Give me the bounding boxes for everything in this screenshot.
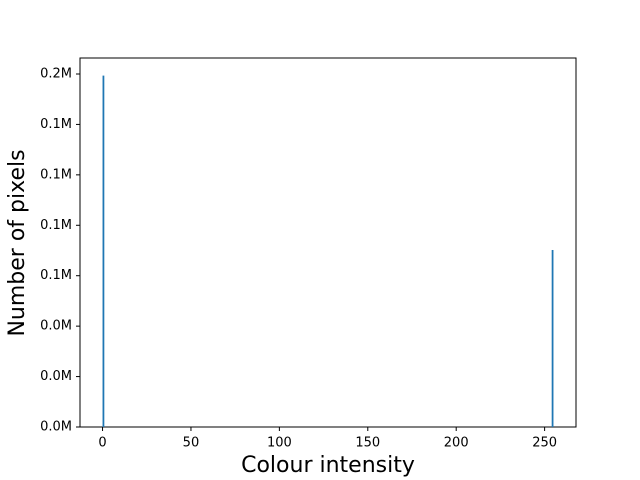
x-tick-label: 150	[355, 436, 380, 451]
y-axis-label: Number of pixels	[5, 149, 30, 336]
y-tick-label: 0.2M	[40, 66, 72, 81]
histogram-bar	[551, 249, 554, 427]
y-tick-label: 0.1M	[40, 117, 72, 132]
y-tick-label: 0.0M	[40, 420, 72, 435]
x-tick-label: 50	[183, 436, 200, 451]
x-tick-label: 100	[267, 436, 292, 451]
x-tick-label: 0	[98, 436, 106, 451]
plot-frame	[79, 57, 577, 428]
histogram-bar	[102, 75, 105, 427]
y-tick-label: 0.1M	[40, 218, 72, 233]
y-tick-label: 0.1M	[40, 167, 72, 182]
y-tick-label: 0.0M	[40, 369, 72, 384]
y-tick-label: 0.1M	[40, 268, 72, 283]
x-tick-label: 200	[444, 436, 469, 451]
y-tick-label: 0.0M	[40, 319, 72, 334]
x-axis-label: Colour intensity	[241, 453, 415, 478]
x-tick-label: 250	[532, 436, 557, 451]
